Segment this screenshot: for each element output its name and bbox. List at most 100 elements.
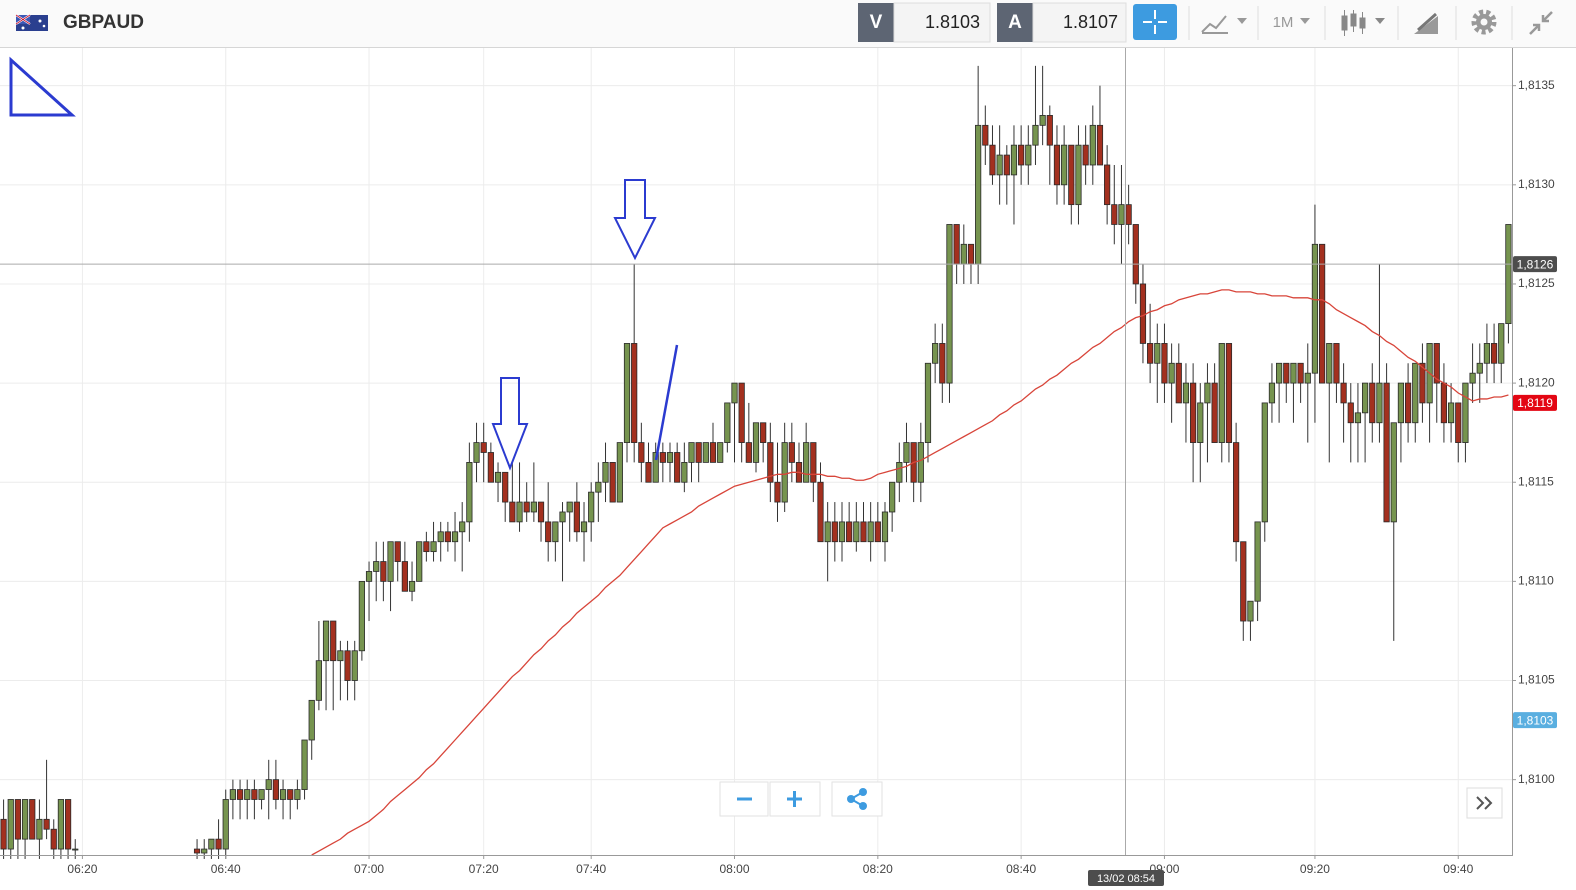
candle-body bbox=[72, 848, 79, 851]
indicators-button[interactable] bbox=[1201, 15, 1247, 34]
candle-body bbox=[480, 442, 487, 453]
candle-body bbox=[903, 442, 910, 463]
crosshair-button[interactable] bbox=[1133, 4, 1177, 40]
candle-body bbox=[1476, 362, 1483, 374]
buy-price-box[interactable] bbox=[1032, 2, 1127, 43]
price-marker-label: 1,8103 bbox=[1517, 713, 1554, 727]
candle-body bbox=[1276, 362, 1283, 384]
candle-body bbox=[1304, 372, 1311, 384]
candle-body bbox=[1505, 224, 1512, 325]
candle-body bbox=[337, 650, 344, 662]
sell-price[interactable]: 1.8103 bbox=[925, 12, 980, 32]
sell-label[interactable]: V bbox=[870, 12, 883, 33]
candle-body bbox=[1333, 343, 1340, 384]
candle-body bbox=[1139, 283, 1147, 344]
chart-type-button[interactable] bbox=[1341, 10, 1385, 36]
candle-body bbox=[1247, 600, 1254, 622]
drawn-arrow[interactable] bbox=[491, 377, 529, 471]
candle-body bbox=[1254, 521, 1261, 602]
drawn-arrow[interactable] bbox=[613, 179, 657, 261]
candle-body bbox=[294, 789, 301, 800]
candle-body bbox=[1297, 362, 1304, 384]
candle-body bbox=[287, 789, 294, 800]
candle-body bbox=[1433, 343, 1440, 384]
candle-body bbox=[251, 789, 258, 800]
collapse-button[interactable] bbox=[1529, 11, 1553, 35]
sell-price-box[interactable] bbox=[893, 2, 991, 43]
settings-button[interactable] bbox=[1471, 9, 1497, 35]
timeframe-button[interactable]: 1M bbox=[1273, 14, 1310, 31]
candle-body bbox=[0, 818, 7, 850]
candle-body bbox=[279, 789, 287, 800]
toolbar bbox=[0, 0, 1576, 47]
candle-body bbox=[437, 531, 444, 543]
candle-body bbox=[1025, 144, 1032, 166]
candle-body bbox=[408, 580, 416, 592]
candle-body bbox=[1039, 115, 1046, 126]
candle-body bbox=[1340, 382, 1347, 404]
candle-body bbox=[380, 561, 387, 582]
buy-label-box[interactable] bbox=[997, 3, 1033, 42]
candle-body bbox=[1354, 412, 1362, 424]
candle-body bbox=[781, 442, 788, 503]
x-tick-label: 08:40 bbox=[1006, 862, 1036, 876]
candle-body bbox=[509, 501, 516, 523]
candle-body bbox=[1440, 382, 1448, 424]
candle-body bbox=[387, 541, 394, 582]
candle-body bbox=[516, 501, 523, 523]
candle-body bbox=[609, 462, 616, 503]
candle-body bbox=[695, 442, 702, 463]
moving-average bbox=[311, 289, 1509, 856]
candle-body bbox=[1104, 164, 1111, 206]
buy-price[interactable]: 1.8107 bbox=[1063, 12, 1118, 32]
candle-body bbox=[580, 521, 588, 533]
candle-body bbox=[1061, 144, 1068, 186]
candle-body bbox=[659, 452, 666, 463]
timeframe[interactable]: 1M bbox=[1273, 14, 1294, 31]
drawn-line[interactable] bbox=[654, 344, 679, 461]
candle-body bbox=[57, 799, 65, 850]
candle-body bbox=[767, 442, 774, 483]
sell-label-box[interactable] bbox=[858, 3, 894, 42]
candle-body bbox=[308, 699, 315, 741]
candle-body bbox=[1490, 343, 1498, 364]
candle-body bbox=[896, 462, 903, 483]
candle-body bbox=[21, 799, 29, 840]
candle-body bbox=[709, 442, 717, 463]
sell-button[interactable]: V 1.8103 bbox=[858, 2, 991, 43]
scroll-end-button[interactable] bbox=[1466, 787, 1503, 819]
candle-body bbox=[1032, 124, 1039, 146]
candle-body bbox=[1053, 144, 1061, 186]
candle-body bbox=[666, 452, 674, 463]
y-tick-label: 1,8115 bbox=[1518, 474, 1554, 488]
candle-body bbox=[552, 521, 559, 543]
candle-body bbox=[573, 501, 580, 533]
candle-body bbox=[874, 521, 881, 543]
candle-body bbox=[989, 144, 996, 176]
buy-button[interactable]: A 1.8107 bbox=[997, 2, 1127, 43]
candle-body bbox=[50, 828, 57, 850]
x-tick-label: 08:00 bbox=[719, 862, 749, 876]
candle-body bbox=[946, 224, 953, 384]
candle-body bbox=[1190, 382, 1197, 443]
candle-body bbox=[738, 382, 745, 443]
candle-body bbox=[1154, 343, 1161, 364]
share-button[interactable] bbox=[831, 781, 883, 817]
candle-body bbox=[1319, 243, 1326, 384]
triangle-tool[interactable] bbox=[9, 56, 76, 117]
zoom-out-button[interactable] bbox=[719, 781, 769, 817]
candle-body bbox=[222, 799, 229, 850]
candle-body bbox=[1225, 343, 1233, 443]
candle-body bbox=[1003, 154, 1010, 176]
buy-label[interactable]: A bbox=[1008, 12, 1022, 33]
candle-body bbox=[459, 521, 466, 533]
candle-body bbox=[1376, 382, 1383, 424]
y-tick-label: 1,8100 bbox=[1518, 772, 1555, 786]
candle-body bbox=[43, 818, 50, 830]
zoom-in-button[interactable] bbox=[769, 781, 821, 817]
candle-body bbox=[473, 442, 480, 463]
candle-body bbox=[394, 541, 401, 562]
candle-body bbox=[416, 541, 423, 582]
draw-button[interactable] bbox=[1414, 12, 1438, 34]
y-tick-label: 1,8105 bbox=[1518, 673, 1555, 687]
